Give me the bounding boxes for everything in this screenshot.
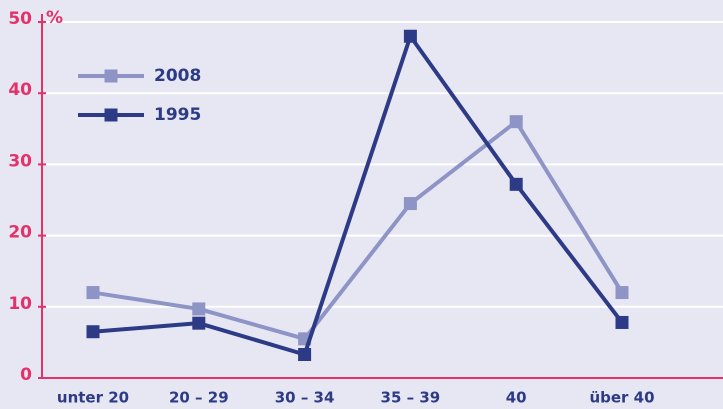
marker	[615, 315, 629, 329]
y-tick-label: 50	[8, 9, 32, 29]
marker	[509, 177, 523, 191]
marker	[86, 325, 100, 339]
series-line	[92, 119, 624, 341]
legend-marker	[104, 69, 118, 83]
y-tick-label: 0	[20, 365, 32, 385]
x-tick-label: über 40	[589, 389, 654, 407]
x-tick-label: 40	[506, 389, 527, 407]
marker	[403, 29, 417, 43]
series-line	[92, 34, 624, 357]
legend-marker	[104, 108, 118, 122]
x-tick-label: 20 – 29	[169, 389, 229, 407]
y-tick-label: 40	[8, 80, 32, 100]
legend-label: 2008	[154, 66, 201, 86]
marker	[298, 348, 312, 362]
y-tick-label: 20	[8, 223, 32, 243]
marker	[192, 302, 206, 316]
marker	[615, 286, 629, 300]
y-tick-label: 10	[8, 294, 32, 314]
y-tick-label: 30	[8, 151, 32, 171]
marker	[509, 115, 523, 129]
x-tick-label: 35 – 39	[381, 389, 441, 407]
x-tick-label: 30 – 34	[275, 389, 335, 407]
marker	[192, 316, 206, 330]
legend-label: 1995	[154, 105, 201, 125]
x-tick-label: unter 20	[57, 389, 129, 407]
y-unit: %	[46, 8, 63, 28]
marker	[403, 197, 417, 211]
marker	[86, 286, 100, 300]
